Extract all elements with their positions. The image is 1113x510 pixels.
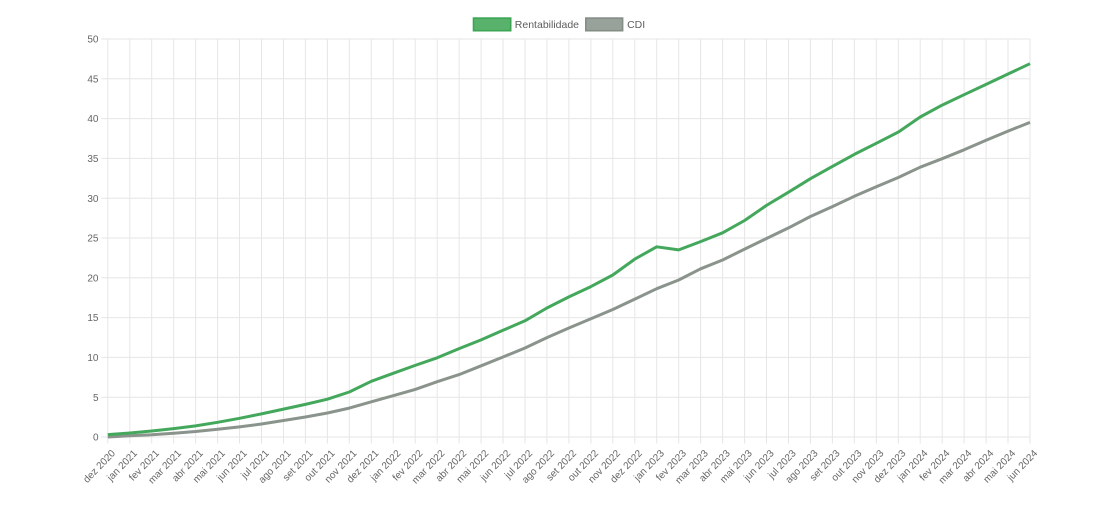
svg-text:CDI: CDI — [627, 19, 645, 31]
svg-text:10: 10 — [87, 353, 99, 364]
svg-text:20: 20 — [87, 273, 99, 284]
svg-text:35: 35 — [87, 154, 99, 165]
svg-text:15: 15 — [87, 313, 99, 324]
svg-text:Rentabilidade: Rentabilidade — [515, 19, 579, 31]
svg-text:50: 50 — [87, 35, 99, 46]
svg-text:0: 0 — [93, 433, 99, 444]
svg-text:30: 30 — [87, 194, 99, 205]
svg-text:25: 25 — [87, 234, 99, 245]
svg-text:5: 5 — [93, 393, 99, 404]
svg-text:45: 45 — [87, 74, 99, 85]
svg-text:40: 40 — [87, 114, 99, 125]
